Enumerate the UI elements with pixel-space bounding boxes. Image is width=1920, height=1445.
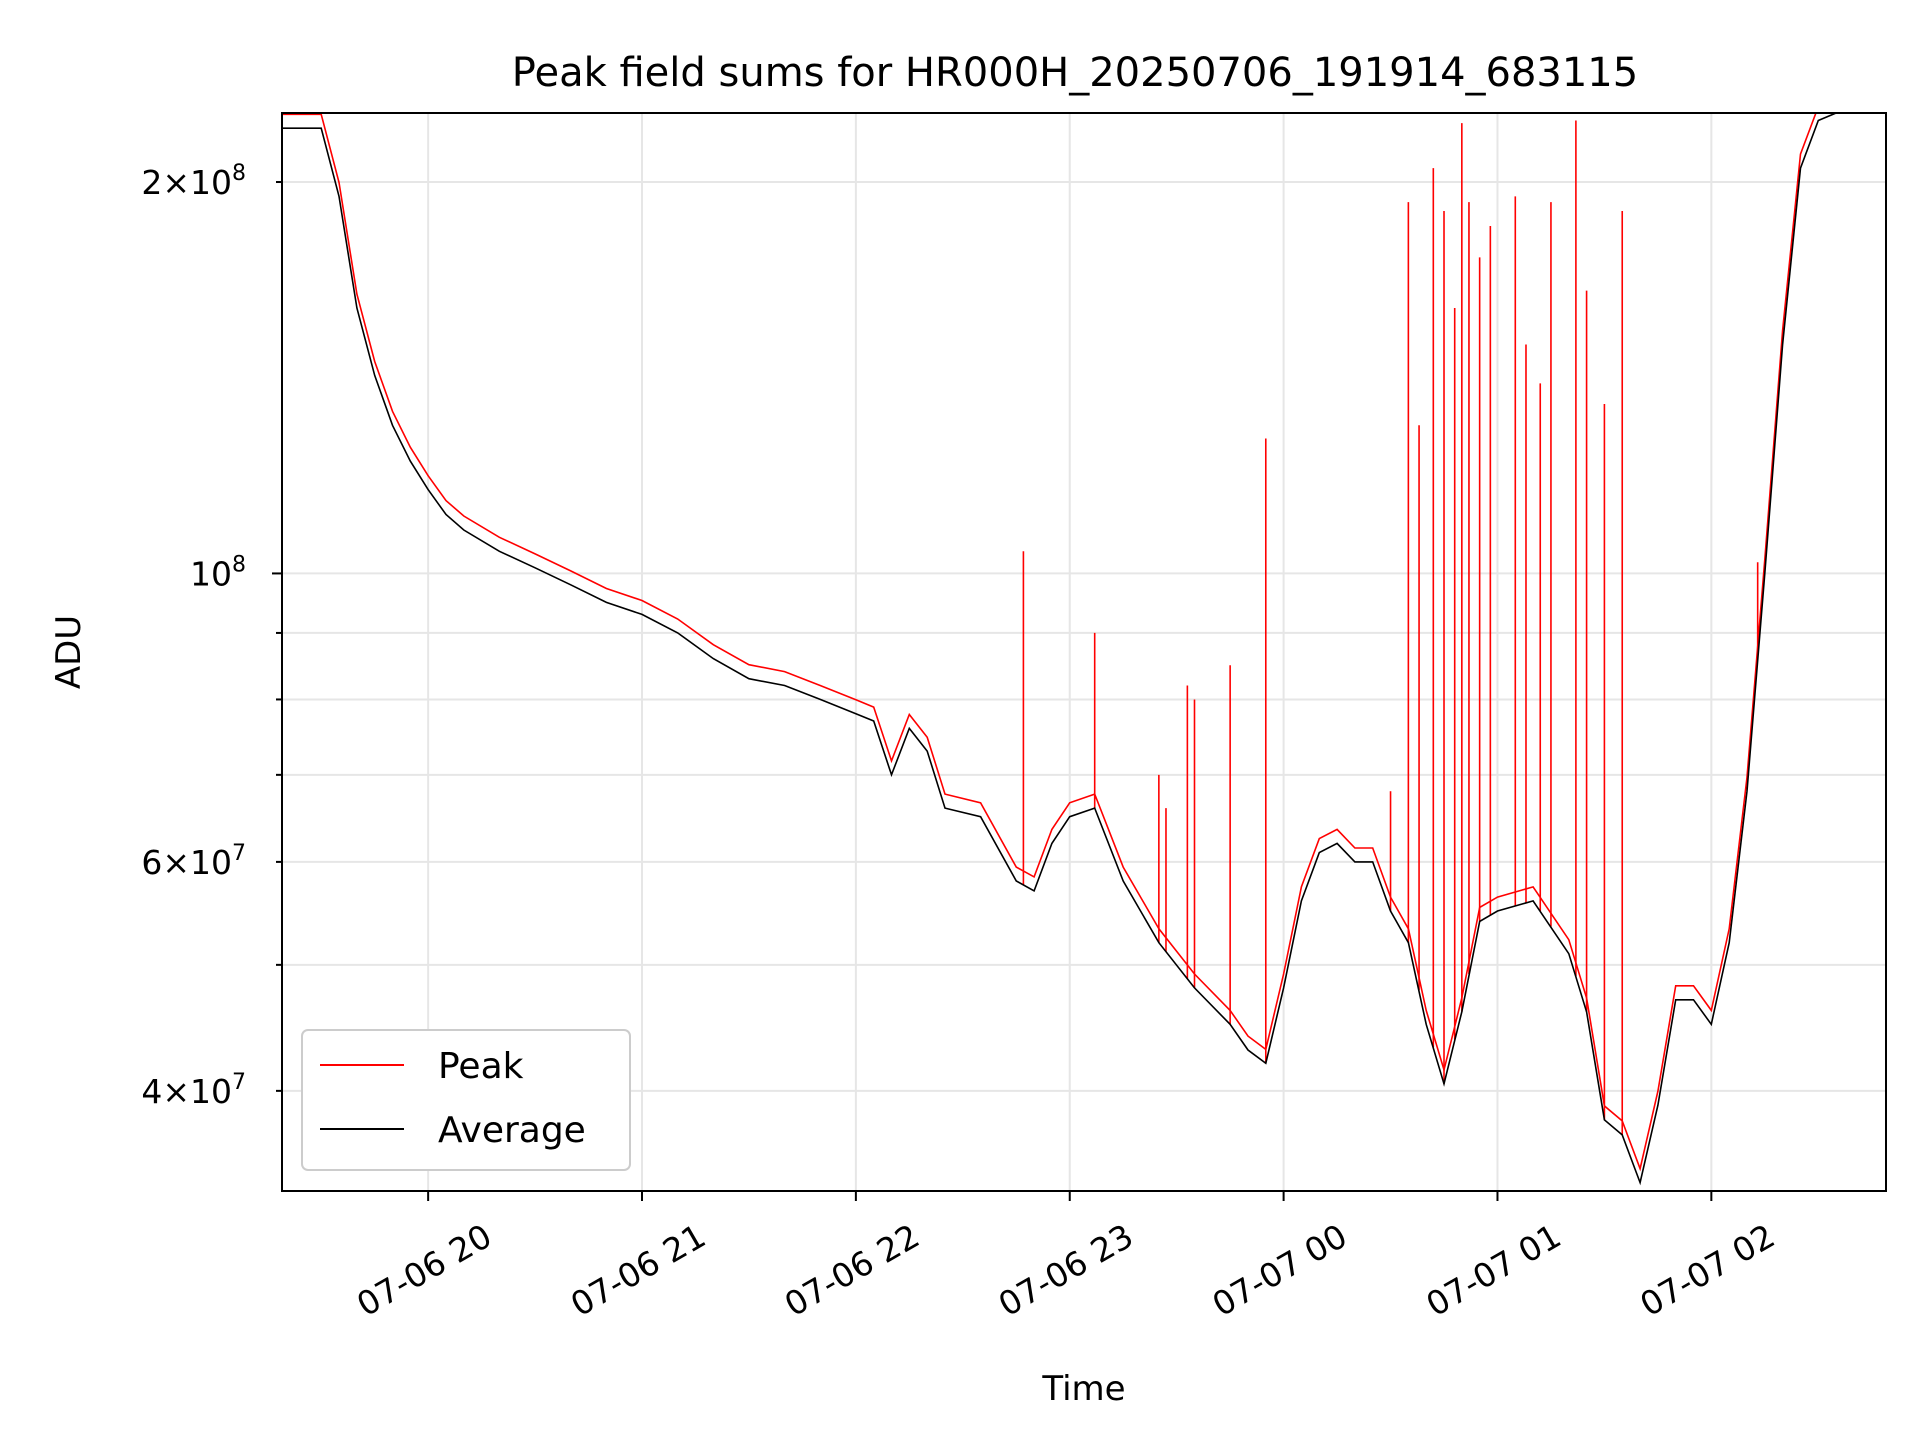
legend: Peak Average: [301, 1029, 631, 1171]
chart-title: Peak field sums for HR000H_20250706_1919…: [512, 50, 1638, 96]
series-layer: [282, 113, 1837, 1186]
average-series-line: [282, 113, 1837, 1186]
y-tick-label: 2×108: [141, 161, 246, 202]
y-axis-ticks: 108 4×107 6×107 2×108: [141, 161, 282, 1111]
x-tick-label: 07-07 00: [1206, 1216, 1354, 1324]
x-tick-label: 07-07 02: [1633, 1216, 1781, 1324]
x-axis-label: Time: [1041, 1369, 1125, 1409]
peak-series-line: [282, 113, 1817, 1172]
x-axis-ticks: 07-06 20 07-06 21 07-06 22 07-06 23 07-07 00…: [350, 1191, 1781, 1324]
x-tick-label: 07-06 21: [564, 1216, 712, 1324]
y-axis-label: ADU: [49, 615, 89, 689]
x-tick-label: 07-06 22: [778, 1216, 926, 1324]
x-tick-label: 07-06 20: [350, 1216, 498, 1324]
y-tick-label: 4×107: [141, 1070, 246, 1111]
legend-peak-label: Peak: [438, 1046, 524, 1087]
grid-lines: [282, 113, 1886, 1191]
x-tick-label: 07-06 23: [992, 1216, 1140, 1324]
plot-frame: [281, 112, 1887, 1192]
x-tick-label: 07-07 01: [1419, 1216, 1567, 1324]
y-tick-label: 108: [190, 552, 246, 593]
legend-average-label: Average: [438, 1110, 586, 1151]
y-tick-label: 6×107: [141, 841, 246, 882]
